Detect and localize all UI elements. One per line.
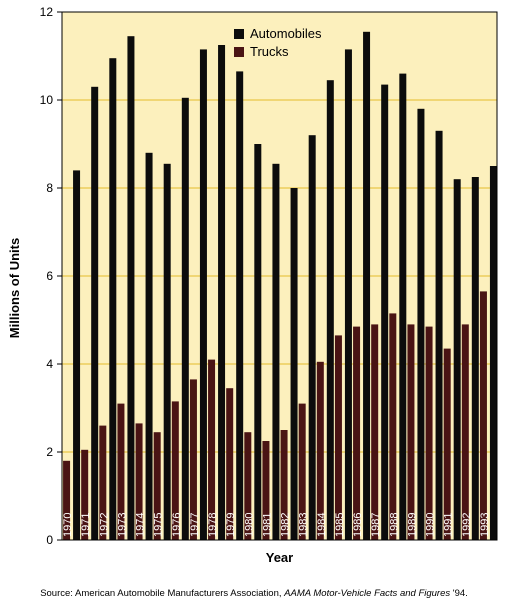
year-label: 1978 <box>207 513 219 537</box>
gridlines <box>62 99 497 453</box>
automobile-bar <box>489 166 497 540</box>
legend-label: Trucks <box>250 44 289 59</box>
y-tick-label: 4 <box>46 357 53 371</box>
truck-bar <box>443 348 451 540</box>
year-label: 1977 <box>189 513 201 537</box>
year-label: 1973 <box>116 513 128 537</box>
automobile-bar <box>326 80 334 540</box>
truck-bar <box>226 388 234 540</box>
automobile-bar <box>127 36 135 540</box>
year-labels: 1970 1971 1972 1973 1974 1975 1976 1977 1978 1979… <box>62 513 491 537</box>
year-label: 1987 <box>370 513 382 537</box>
truck-bar <box>389 313 397 540</box>
year-label: 1971 <box>80 513 92 537</box>
automobile-bar <box>236 71 244 541</box>
year-label: 1979 <box>225 513 237 537</box>
year-label: 1991 <box>443 513 455 537</box>
year-label: 1984 <box>316 513 328 537</box>
year-label: 1983 <box>298 513 310 537</box>
automobile-bar <box>91 86 99 541</box>
truck-bar <box>208 359 216 540</box>
automobile-bar <box>290 188 298 540</box>
automobile-bar <box>163 163 171 541</box>
automobile-bar <box>453 179 461 540</box>
year-label: 1972 <box>98 513 110 537</box>
year-label: 1982 <box>280 513 292 537</box>
automobile-bar <box>272 163 280 541</box>
legend-swatch <box>234 29 244 39</box>
truck-bar <box>171 401 179 540</box>
y-tick-label: 0 <box>46 533 53 547</box>
truck-bar <box>153 432 161 540</box>
truck-bar <box>353 326 361 540</box>
automobile-bar <box>417 108 425 541</box>
y-tick-label: 2 <box>46 445 53 459</box>
truck-bar <box>63 460 71 540</box>
y-tick-label: 8 <box>46 181 53 195</box>
y-tick-label: 6 <box>46 269 53 283</box>
automobile-bar <box>435 130 443 541</box>
year-label: 1992 <box>461 513 473 537</box>
truck-bar <box>262 441 270 540</box>
automobile-bar <box>308 135 316 540</box>
year-label: 1974 <box>135 513 147 537</box>
legend-label: Automobiles <box>250 26 322 41</box>
bar-chart: 1970 1971 1972 1973 1974 1975 1976 1977 1978 1979… <box>7 5 498 565</box>
truck-bar <box>407 324 415 540</box>
source-title: AAMA Motor-Vehicle Facts and Figures <box>284 588 451 599</box>
year-label: 1988 <box>388 513 400 537</box>
automobile-bar <box>399 73 407 540</box>
legend-swatch <box>234 47 244 57</box>
year-label: 1970 <box>62 513 74 537</box>
truck-bar <box>117 403 125 540</box>
y-tick-label: 10 <box>40 93 54 107</box>
year-label: 1986 <box>352 513 364 537</box>
year-label: 1980 <box>243 513 255 537</box>
year-label: 1976 <box>171 513 183 537</box>
automobile-bar <box>109 58 117 540</box>
automobile-bar <box>344 49 352 541</box>
source-prefix: Source: American Automobile Manufacturer… <box>40 588 285 599</box>
x-axis-title: Year <box>266 550 293 565</box>
y-axis-title: Millions of Units <box>7 238 22 338</box>
automobile-bar <box>254 144 262 540</box>
truck-bar <box>99 425 107 540</box>
y-axis-ticks: 0 2 4 6 8 10 12 <box>40 5 62 547</box>
y-tick-label: 12 <box>40 5 54 19</box>
truck-bar <box>81 449 89 540</box>
automobile-bar <box>181 97 189 541</box>
source-note: Source: American Automobile Manufacturer… <box>0 588 508 599</box>
truck-bar <box>316 361 324 540</box>
truck-bar <box>334 335 342 540</box>
automobile-bar <box>145 152 153 541</box>
truck-bar <box>461 324 469 540</box>
truck-bar <box>479 291 487 540</box>
truck-bar <box>298 403 306 540</box>
automobile-bar <box>471 177 479 540</box>
automobile-bar <box>381 84 389 540</box>
legend: Automobiles Trucks <box>234 26 322 59</box>
automobile-bar <box>73 170 81 540</box>
automobile-bar <box>363 31 371 541</box>
year-label: 1975 <box>153 513 165 537</box>
source-suffix: '94. <box>450 588 468 599</box>
year-label: 1985 <box>334 513 346 537</box>
truck-bar <box>244 432 252 540</box>
year-label: 1989 <box>406 513 418 537</box>
truck-bar <box>189 379 197 540</box>
year-label: 1993 <box>479 513 491 537</box>
year-label: 1981 <box>261 513 273 537</box>
truck-bar <box>280 430 288 540</box>
automobile-bar <box>218 45 226 540</box>
bars <box>63 31 497 541</box>
year-label: 1990 <box>425 513 437 537</box>
truck-bar <box>371 324 379 540</box>
truck-bar <box>135 423 143 540</box>
automobile-bar <box>199 49 207 541</box>
truck-bar <box>425 326 433 540</box>
